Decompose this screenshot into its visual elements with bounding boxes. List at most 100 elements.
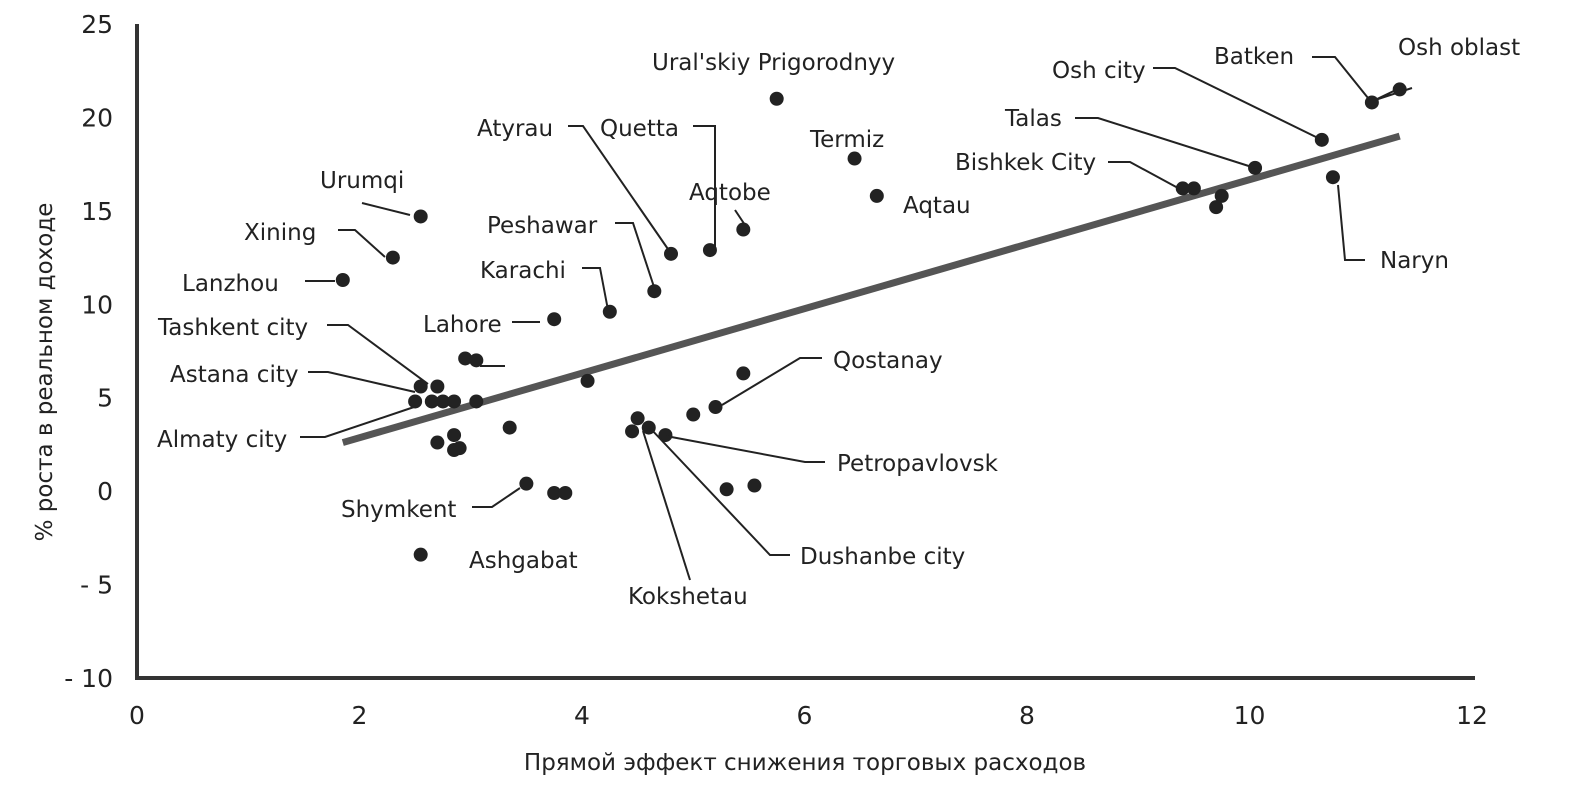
- label-talas: Talas: [1004, 106, 1062, 132]
- label-astana-city: Astana city: [170, 362, 298, 388]
- data-point: [547, 312, 562, 327]
- label-peshawar: Peshawar: [487, 213, 598, 239]
- label-aqtau: Aqtau: [903, 193, 971, 219]
- y-tick-label: - 10: [64, 664, 113, 693]
- x-tick-label: 6: [797, 701, 813, 730]
- data-point: [658, 428, 673, 443]
- data-point: [580, 373, 595, 388]
- label-shymkent: Shymkent: [341, 497, 456, 523]
- leader-almaty-city: [300, 404, 421, 438]
- leader-petropavlovsk: [665, 435, 825, 463]
- data-point: [558, 486, 573, 501]
- data-point: [424, 394, 439, 409]
- leader-karachi: [582, 267, 609, 311]
- data-point: [664, 246, 678, 261]
- data-point: [630, 411, 645, 426]
- data-point: [519, 476, 534, 491]
- y-tick-label: 25: [81, 10, 113, 39]
- data-point: [385, 250, 400, 265]
- data-point: [447, 428, 462, 443]
- data-point: [335, 272, 350, 287]
- data-point: [458, 351, 473, 366]
- y-tick-label: 10: [81, 290, 113, 319]
- label-uralskiy-prigorodnyy: Ural'skiy Prigorodnyy: [652, 50, 895, 76]
- label-lanzhou: Lanzhou: [182, 271, 279, 297]
- data-point: [702, 243, 717, 258]
- y-tick-label: 0: [97, 477, 113, 506]
- leader-urumqi: [361, 202, 411, 216]
- x-tick-label: 0: [129, 701, 145, 730]
- y-tick-label: 5: [97, 384, 113, 413]
- data-point: [452, 441, 467, 456]
- label-atyrau: Atyrau: [477, 116, 553, 142]
- label-dushanbe-city: Dushanbe city: [800, 544, 965, 570]
- leader-quetta: [693, 125, 716, 248]
- label-tashkent-city: Tashkent city: [157, 315, 308, 341]
- label-qostanay: Qostanay: [833, 348, 943, 374]
- annotation-leaders: [300, 56, 1413, 581]
- leader-batken: [1312, 56, 1369, 99]
- y-tick-label: 20: [81, 103, 113, 132]
- x-tick-label: 2: [352, 701, 368, 730]
- data-point: [547, 486, 562, 501]
- y-tick-label: - 5: [80, 571, 113, 600]
- label-lahore: Lahore: [423, 312, 502, 338]
- label-termiz: Termiz: [809, 127, 884, 153]
- x-axis-title: Прямой эффект снижения торговых расходов: [524, 750, 1086, 776]
- y-tick-label: 15: [81, 197, 113, 226]
- data-point: [719, 482, 734, 497]
- leader-osh-city: [1153, 67, 1319, 139]
- label-batken: Batken: [1214, 44, 1294, 70]
- data-point: [502, 420, 517, 435]
- leader-talas: [1075, 117, 1256, 169]
- leader-osh-oblast: [1374, 87, 1413, 101]
- leader-atyrau: [568, 125, 671, 253]
- data-point: [469, 353, 484, 368]
- label-aqtobe: Aqtobe: [689, 180, 771, 206]
- data-point: [736, 366, 751, 381]
- data-point: [1325, 170, 1340, 185]
- data-point: [625, 424, 640, 439]
- label-karachi: Karachi: [480, 258, 566, 284]
- label-osh-city: Osh city: [1052, 58, 1146, 84]
- label-osh-oblast: Osh oblast: [1398, 35, 1520, 61]
- data-point: [413, 379, 428, 394]
- leader-xining: [338, 229, 386, 258]
- label-petropavlovsk: Petropavlovsk: [837, 451, 999, 477]
- data-point: [1186, 181, 1201, 196]
- label-naryn: Naryn: [1380, 248, 1449, 274]
- label-urumqi: Urumqi: [320, 168, 404, 194]
- leader-tashkent-city: [327, 324, 429, 385]
- y-axis-title: % роста в реальном доходе: [32, 203, 58, 542]
- y-tick-labels: - 10 - 5 0 5 10 15 20 25: [64, 10, 113, 693]
- data-point: [708, 400, 723, 415]
- data-point: [430, 379, 445, 394]
- trendline-layer: [341, 132, 1401, 446]
- leader-qostanay: [721, 357, 822, 406]
- x-tick-labels: 0 2 4 6 8 10 12: [129, 701, 1488, 730]
- data-point: [1214, 188, 1229, 203]
- data-point: [747, 478, 762, 493]
- label-bishkek-city: Bishkek City: [955, 150, 1096, 176]
- data-point: [469, 394, 484, 409]
- point-labels: Osh oblast Batken Osh city Talas Bishkek…: [157, 35, 1520, 610]
- label-xining: Xining: [244, 220, 316, 246]
- leader-bishkek-city: [1108, 161, 1179, 189]
- leader-shymkent: [472, 487, 521, 508]
- label-ashgabat: Ashgabat: [469, 548, 578, 574]
- leader-kokshetau: [642, 430, 691, 581]
- leader-naryn: [1337, 184, 1365, 261]
- leader-dushanbe-city: [649, 427, 790, 556]
- leader-aqtobe: [734, 209, 746, 226]
- x-tick-label: 4: [574, 701, 590, 730]
- label-kokshetau: Kokshetau: [628, 584, 748, 610]
- data-point: [869, 188, 884, 203]
- data-point: [413, 547, 428, 562]
- x-tick-label: 10: [1234, 701, 1266, 730]
- data-point: [647, 284, 662, 299]
- data-point: [1175, 181, 1190, 196]
- data-point: [1314, 132, 1329, 147]
- leader-astana-city: [308, 371, 416, 393]
- label-quetta: Quetta: [600, 116, 679, 142]
